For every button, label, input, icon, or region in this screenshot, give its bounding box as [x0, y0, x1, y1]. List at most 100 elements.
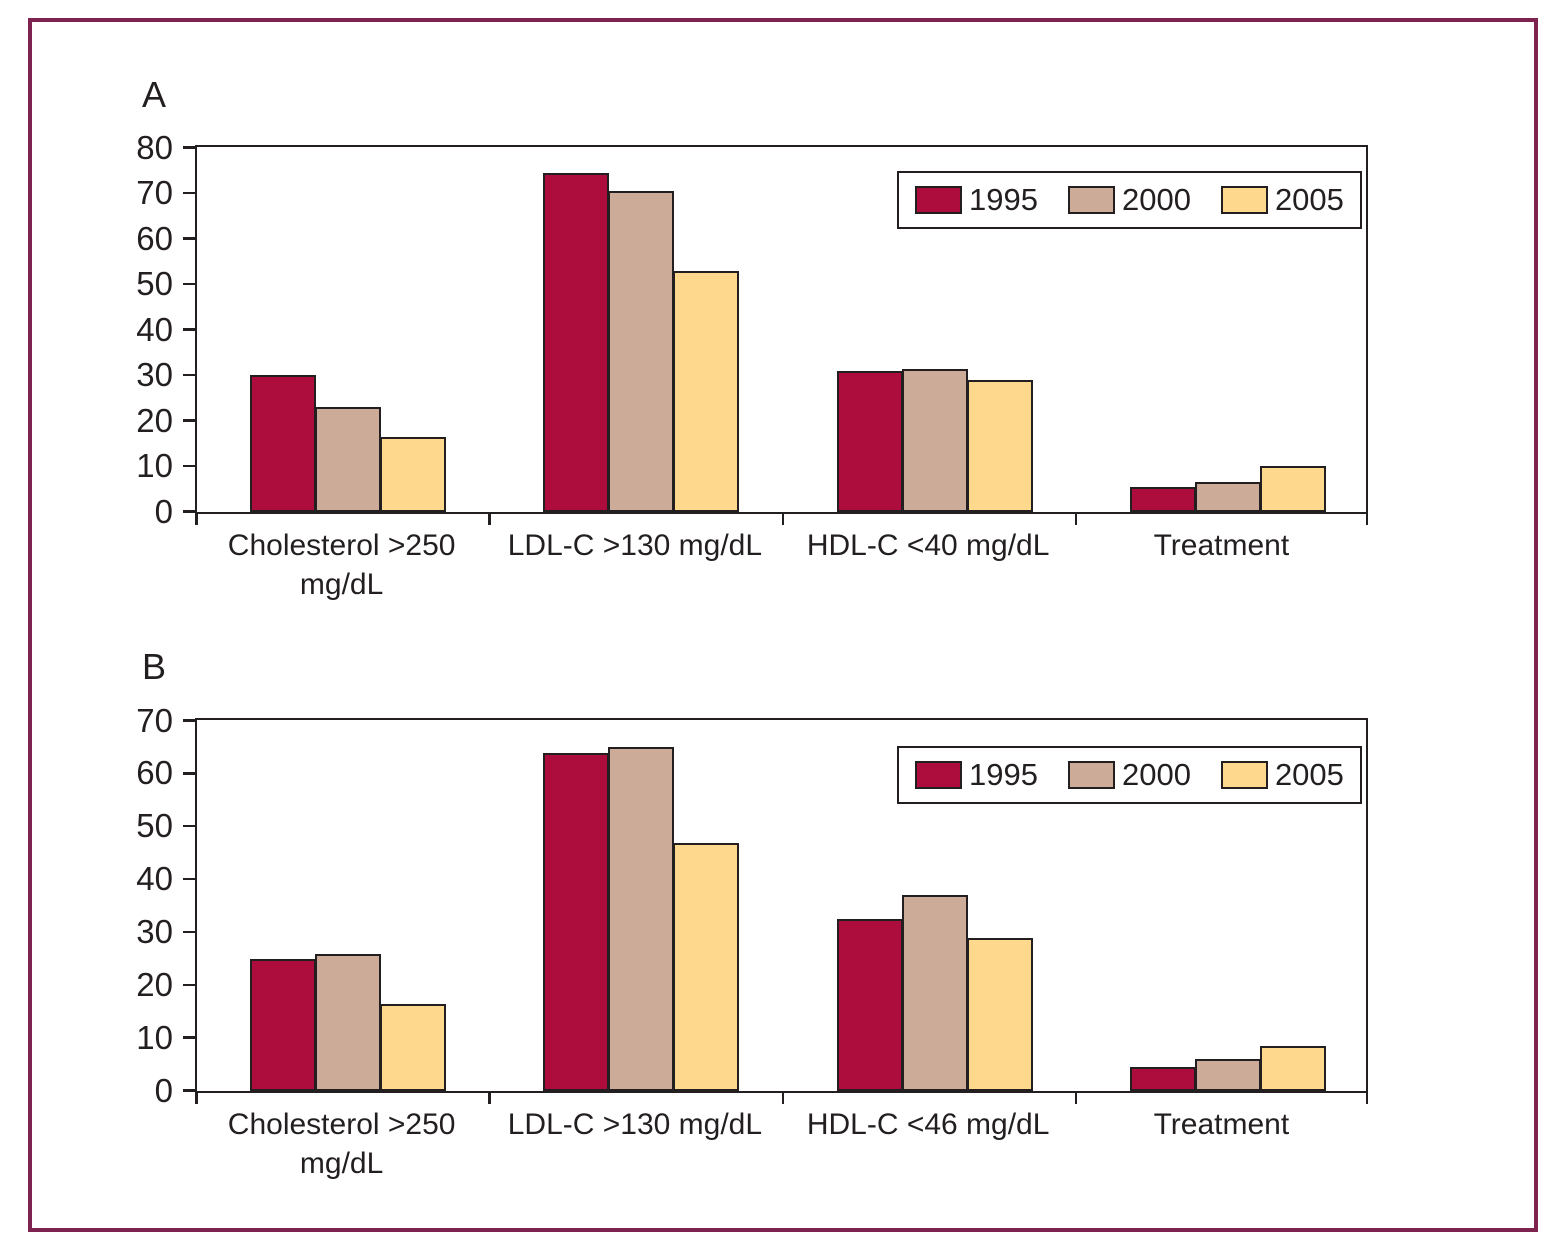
legend-label: 1995	[969, 182, 1038, 217]
legend-swatch-1995	[915, 761, 962, 789]
x-axis-tick-mark	[1074, 1091, 1078, 1104]
legend-item: 2005	[1220, 182, 1344, 218]
y-axis-tick-label: 10	[136, 447, 173, 484]
bar-1995	[543, 173, 610, 512]
y-axis-tick-mark	[183, 328, 195, 331]
x-axis-category-label: Treatment	[1153, 529, 1290, 562]
x-axis-category-label: Cholesterol >250 mg/dL	[227, 1108, 456, 1180]
bar-1995	[1129, 487, 1196, 512]
legend-swatch-2005	[1220, 761, 1268, 789]
x-axis-tick-mark	[195, 512, 198, 525]
bar-2000	[1194, 482, 1261, 512]
legend-label: 1995	[969, 757, 1038, 792]
y-axis-tick-label: 70	[136, 701, 173, 739]
bar-2005	[966, 380, 1033, 512]
y-axis-tick-label: 20	[136, 401, 173, 439]
panel-b-legend: 1995 2000 2005	[897, 746, 1362, 804]
y-axis-tick-label: 0	[154, 1071, 173, 1109]
y-axis-tick-label: 30	[136, 912, 173, 950]
bar-2005	[673, 843, 740, 1091]
y-axis-tick-label: 50	[136, 807, 173, 845]
y-axis-tick-mark	[183, 824, 195, 828]
x-axis-tick-mark	[1365, 1091, 1368, 1104]
y-axis-tick-mark	[183, 191, 195, 195]
y-axis-tick-label: 0	[154, 492, 173, 530]
x-axis-category-label: Cholesterol >250 mg/dL	[227, 529, 456, 601]
y-axis-tick-mark	[183, 373, 195, 377]
x-axis-tick-mark	[781, 512, 784, 525]
bar-2005	[380, 1004, 446, 1091]
y-axis-tick-mark	[183, 1036, 195, 1039]
bar-2000	[901, 895, 968, 1091]
y-axis-tick-mark	[183, 419, 195, 422]
y-axis-tick-mark	[183, 237, 195, 240]
x-axis-category-label: Treatment	[1153, 1108, 1290, 1141]
y-axis-tick-label: 40	[136, 310, 173, 348]
panel-a-label: A	[142, 74, 167, 115]
legend-label: 2005	[1274, 182, 1344, 217]
y-axis-tick-mark	[183, 282, 195, 286]
y-axis-tick-mark	[183, 510, 195, 513]
y-axis-tick-label: 70	[136, 174, 173, 211]
y-axis-tick-mark	[183, 1089, 195, 1092]
bar-1995	[836, 371, 903, 512]
bar-2005	[1259, 1046, 1326, 1091]
legend-swatch-2000	[1067, 186, 1115, 214]
legend-label: 2000	[1121, 757, 1191, 792]
y-axis-tick-label: 80	[136, 128, 173, 166]
x-axis-category-label: HDL-C <46 mg/dL	[806, 1108, 1050, 1141]
y-axis-tick-mark	[183, 983, 195, 987]
x-axis-tick-mark	[488, 1091, 491, 1104]
y-axis-tick-label: 40	[136, 860, 173, 898]
bar-2005	[966, 938, 1033, 1091]
x-axis-tick-mark	[488, 512, 491, 525]
panel-a-legend: 1995 2000 2005	[897, 171, 1362, 229]
bar-2000	[608, 191, 675, 512]
x-axis-tick-mark	[195, 1091, 198, 1104]
y-axis-tick-label: 50	[136, 265, 173, 302]
y-axis-tick-label: 30	[136, 356, 173, 393]
y-axis-tick-mark	[183, 877, 195, 881]
legend-label: 2005	[1274, 757, 1344, 792]
bar-1995	[250, 959, 316, 1091]
bar-2005	[380, 437, 446, 512]
bar-2000	[315, 407, 381, 512]
y-axis-tick-mark	[183, 146, 195, 149]
panel-b-plot-area: 1995 2000 2005	[195, 718, 1368, 1093]
legend-item: 2000	[1067, 182, 1191, 218]
x-axis-tick-mark	[1365, 512, 1368, 525]
bar-1995	[836, 919, 903, 1091]
y-axis-tick-label: 60	[136, 219, 173, 257]
legend-item: 1995	[915, 757, 1038, 793]
bar-1995	[250, 375, 316, 512]
bar-1995	[1129, 1067, 1196, 1091]
x-axis-category-label: LDL-C >130 mg/dL	[507, 1108, 763, 1141]
y-axis-tick-mark	[183, 772, 195, 775]
legend-item: 2005	[1220, 757, 1344, 793]
x-axis-category-label: LDL-C >130 mg/dL	[507, 529, 763, 562]
legend-item: 2000	[1067, 757, 1191, 793]
y-axis-tick-label: 10	[136, 1018, 173, 1056]
bar-2005	[1259, 466, 1326, 512]
bar-1995	[543, 753, 610, 1091]
y-axis-tick-mark	[183, 464, 195, 468]
bar-2000	[315, 954, 381, 1091]
legend-swatch-1995	[915, 186, 962, 214]
bar-2005	[673, 271, 740, 512]
y-axis-tick-label: 60	[136, 754, 173, 792]
y-axis-tick-label: 20	[136, 965, 173, 1003]
legend-swatch-2000	[1067, 761, 1115, 789]
legend-swatch-2005	[1220, 186, 1268, 214]
bar-2000	[901, 369, 968, 512]
legend-label: 2000	[1121, 182, 1191, 217]
x-axis-tick-mark	[1074, 512, 1078, 525]
y-axis-tick-mark	[183, 930, 195, 934]
y-axis-tick-mark	[183, 719, 195, 722]
panel-b-label: B	[142, 646, 167, 687]
legend-item: 1995	[915, 182, 1038, 218]
bar-2000	[1194, 1059, 1261, 1091]
x-axis-tick-mark	[781, 1091, 784, 1104]
bar-2000	[608, 747, 675, 1091]
x-axis-category-label: HDL-C <40 mg/dL	[806, 529, 1050, 562]
